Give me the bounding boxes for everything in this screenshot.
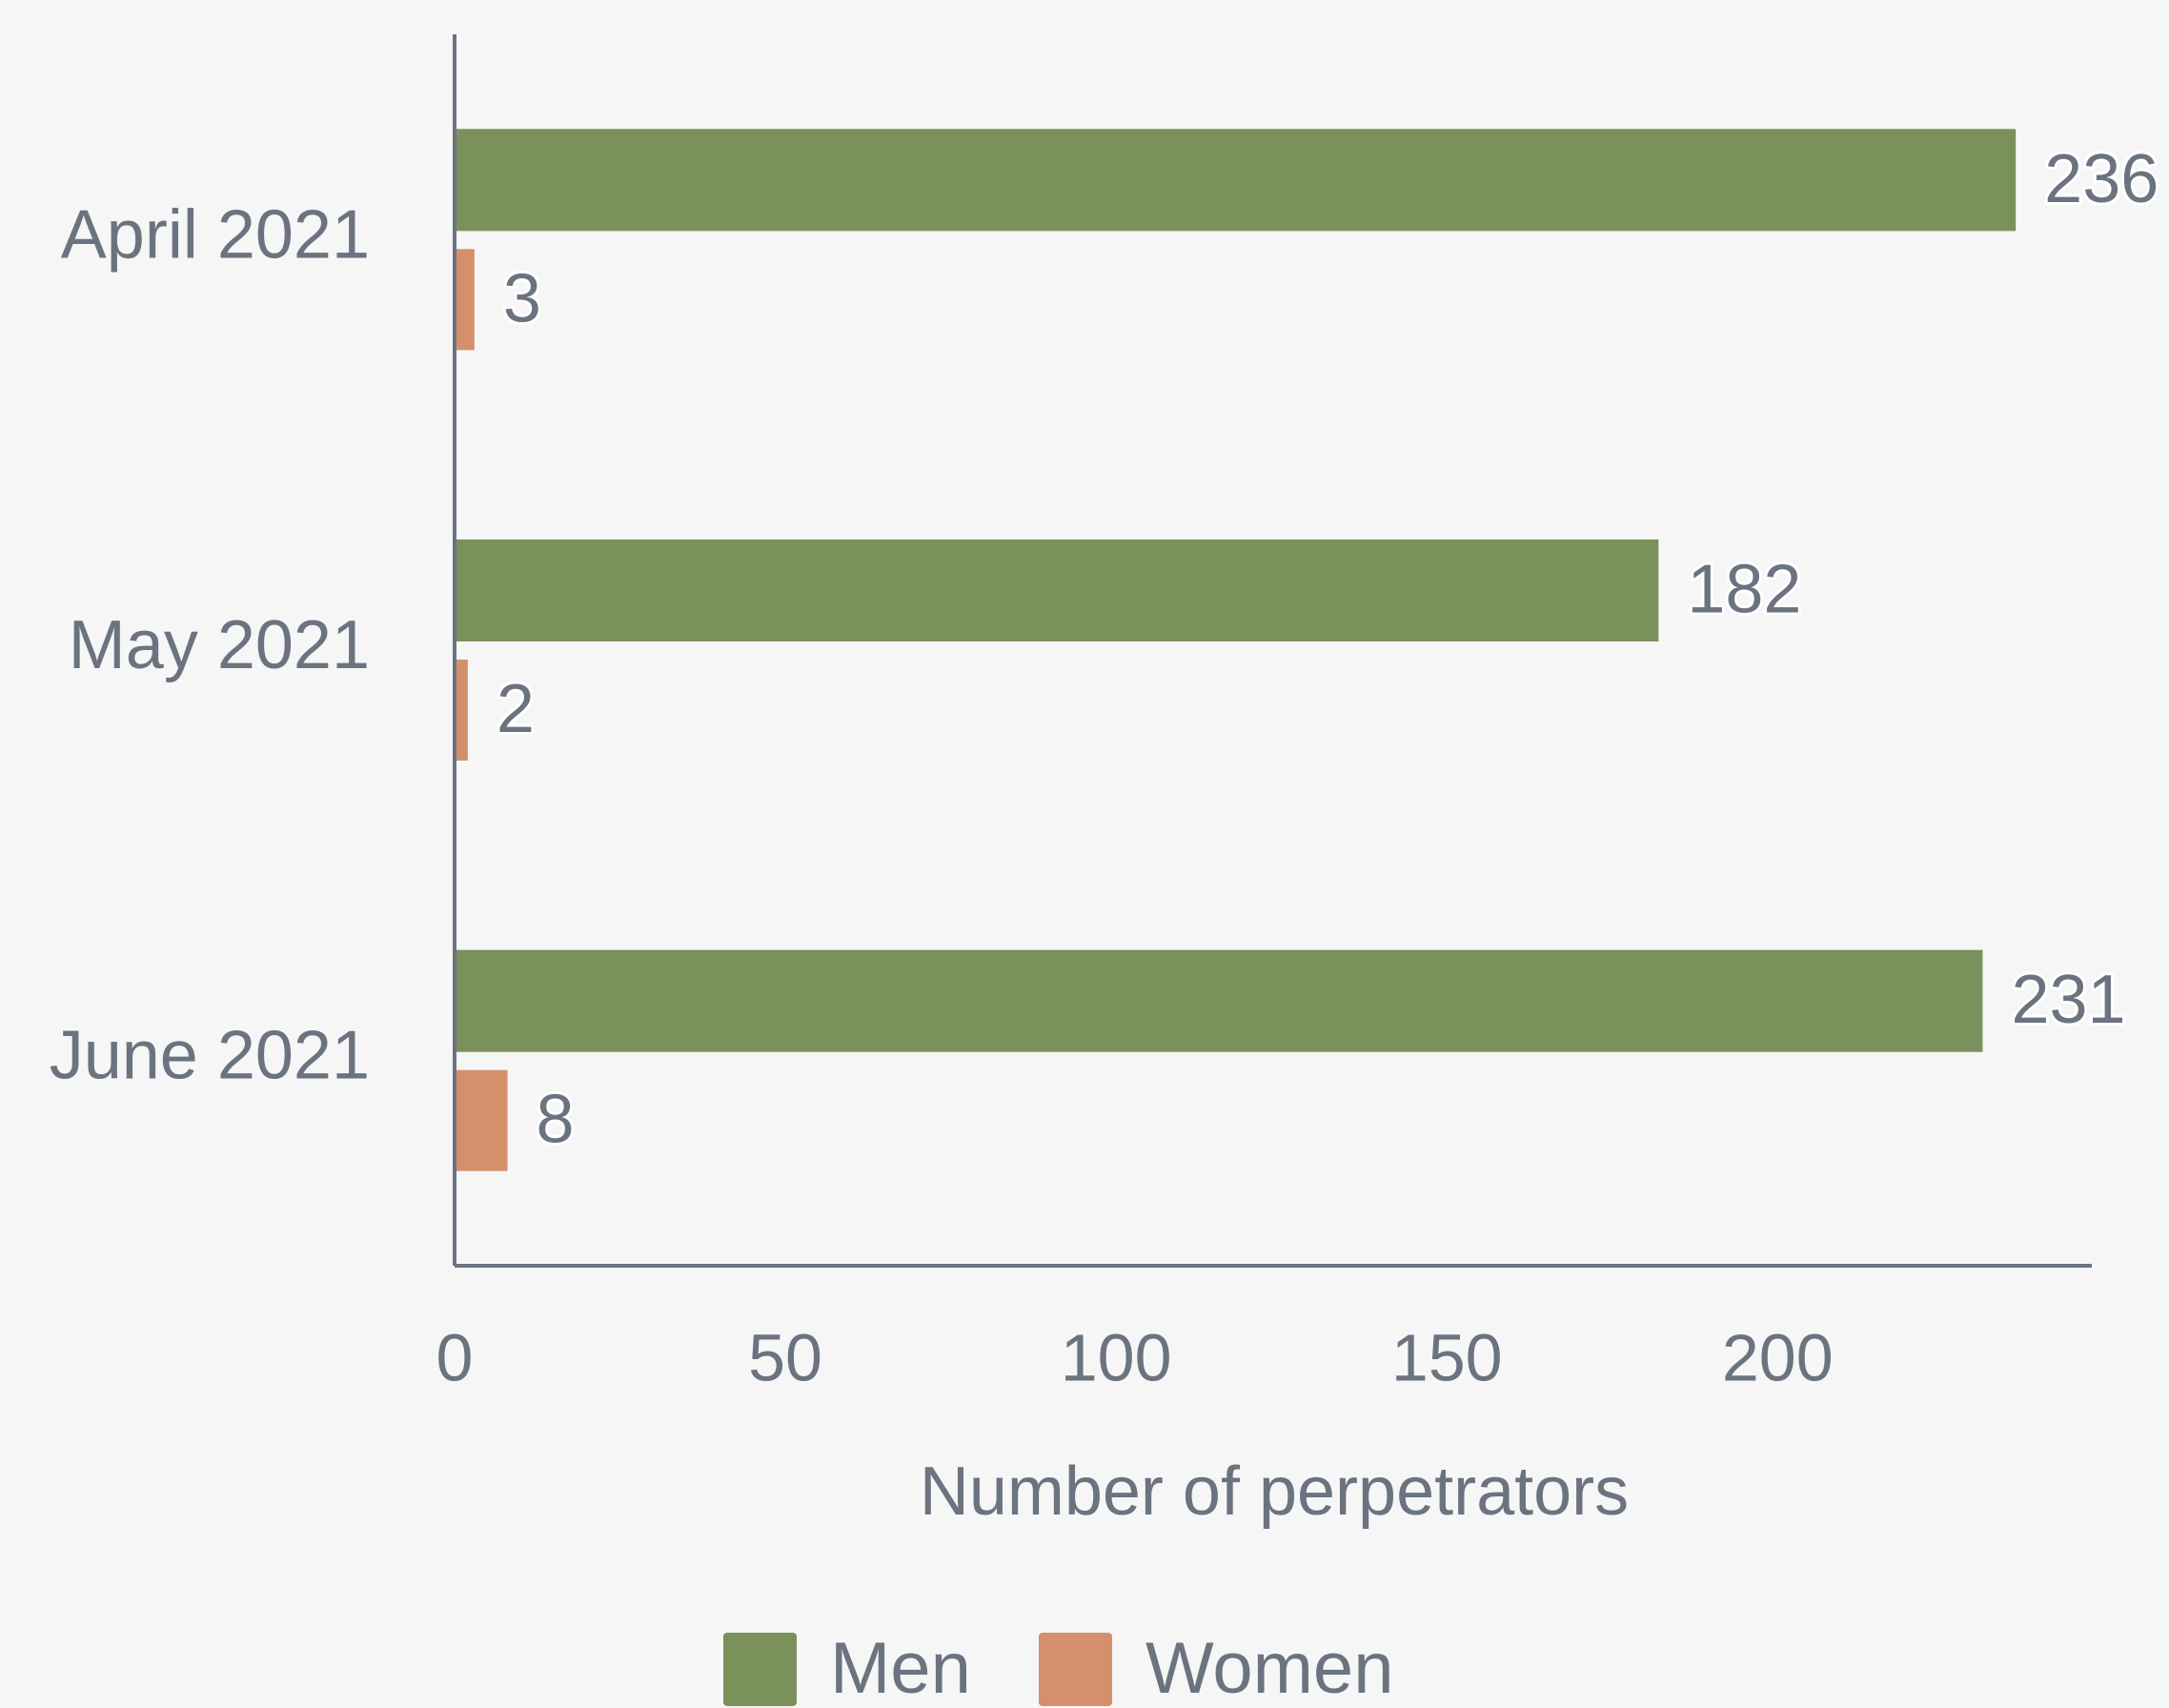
y-tick-label: June 2021 (50, 1018, 370, 1094)
y-tick-label: April 2021 (61, 196, 370, 273)
value-label: 2 (497, 671, 535, 747)
value-label: 182 (1687, 552, 1801, 628)
legend-label: Women (1145, 1628, 1393, 1708)
x-tick-label: 150 (1391, 1320, 1503, 1394)
y-tick-label: May 2021 (69, 607, 370, 683)
x-tick-label: 100 (1061, 1320, 1172, 1394)
bar (455, 129, 2017, 232)
legend-label: Men (830, 1628, 971, 1708)
bar (455, 949, 1983, 1052)
legend-swatch (723, 1633, 797, 1706)
value-label: 8 (537, 1082, 575, 1158)
bar (455, 539, 1659, 641)
bar (455, 249, 475, 351)
legend-swatch (1039, 1633, 1112, 1706)
value-label: 236 (2044, 141, 2159, 217)
x-axis-label: Number of perpetrators (920, 1454, 1629, 1530)
x-tick-label: 0 (436, 1320, 474, 1394)
bar (455, 660, 468, 761)
value-label: 3 (503, 260, 541, 336)
bar (455, 1069, 508, 1171)
x-tick-label: 50 (748, 1320, 822, 1394)
value-label: 231 (2011, 962, 2125, 1038)
x-tick-label: 200 (1722, 1320, 1834, 1394)
